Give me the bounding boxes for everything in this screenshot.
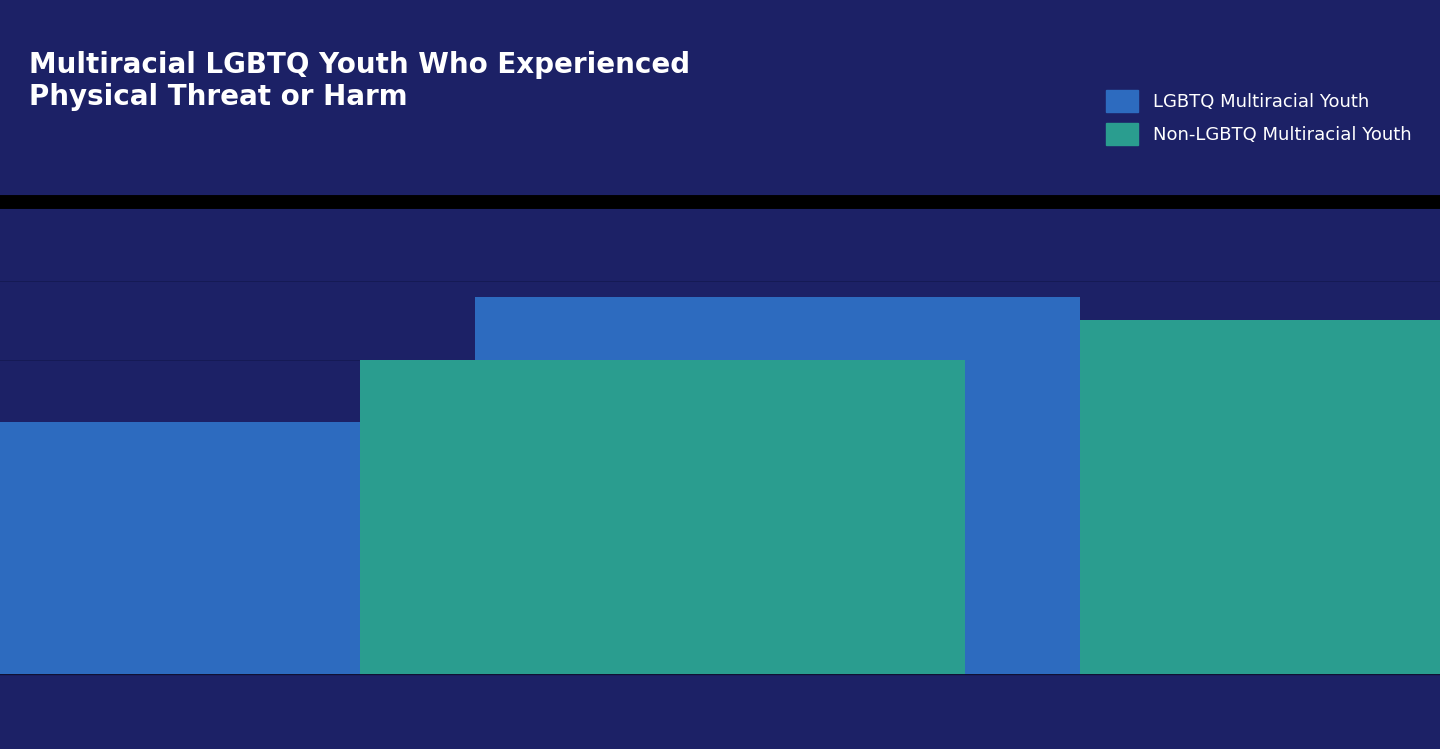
Legend: LGBTQ Multiracial Youth, Non-LGBTQ Multiracial Youth: LGBTQ Multiracial Youth, Non-LGBTQ Multi… xyxy=(1100,85,1417,150)
Text: Multiracial LGBTQ Youth Who Experienced
Physical Threat or Harm: Multiracial LGBTQ Youth Who Experienced … xyxy=(29,51,690,111)
Bar xyxy=(0,422,360,674)
Bar xyxy=(360,360,965,674)
Bar xyxy=(1080,321,1440,674)
Bar xyxy=(475,297,1080,674)
